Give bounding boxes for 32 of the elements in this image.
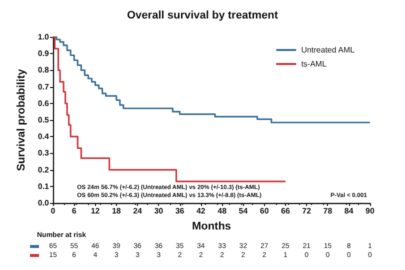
x-tick-label: 84	[344, 206, 354, 216]
x-tick-label: 36	[175, 206, 185, 216]
y-tick-label: 0.8	[38, 66, 50, 75]
legend-label: Untreated AML	[301, 46, 356, 54]
y-tick-label: 0.1	[38, 182, 50, 191]
y-tick-label: 0.0	[38, 198, 50, 208]
x-tick-label: 30	[154, 206, 164, 216]
x-tick-label: 60	[260, 206, 270, 216]
x-tick-label: 90	[366, 206, 375, 216]
x-tick-label: 72	[302, 206, 312, 216]
x-tick-label: 6	[72, 206, 77, 216]
x-tick-label: 48	[218, 206, 228, 216]
x-tick-label: 18	[112, 206, 122, 216]
y-tick-label: 0.7	[38, 82, 50, 92]
y-tick-label: 1.0	[38, 32, 50, 42]
x-tick-label: 12	[90, 206, 100, 216]
x-tick-label: 78	[323, 206, 333, 216]
y-tick-label: 0.2	[38, 165, 50, 174]
legend-label: ts-AML	[301, 60, 328, 68]
x-tick-label: 54	[238, 206, 248, 216]
x-tick-label: 66	[281, 206, 290, 216]
y-tick-label: 0.5	[38, 116, 50, 124]
x-tick-label: 0	[50, 206, 56, 216]
y-tick-label: 0.3	[38, 148, 50, 158]
y-tick-label: 0.6	[38, 98, 50, 108]
y-tick-label: 0.4	[38, 132, 50, 142]
x-tick-label: 42	[196, 206, 206, 216]
y-tick-label: 0.9	[38, 49, 50, 58]
x-axis-title: Months	[192, 220, 232, 232]
y-axis-title: Survival probability	[15, 68, 28, 172]
x-tick-label: 24	[133, 206, 143, 216]
chart-title: Overall survival by treatment	[126, 10, 278, 22]
